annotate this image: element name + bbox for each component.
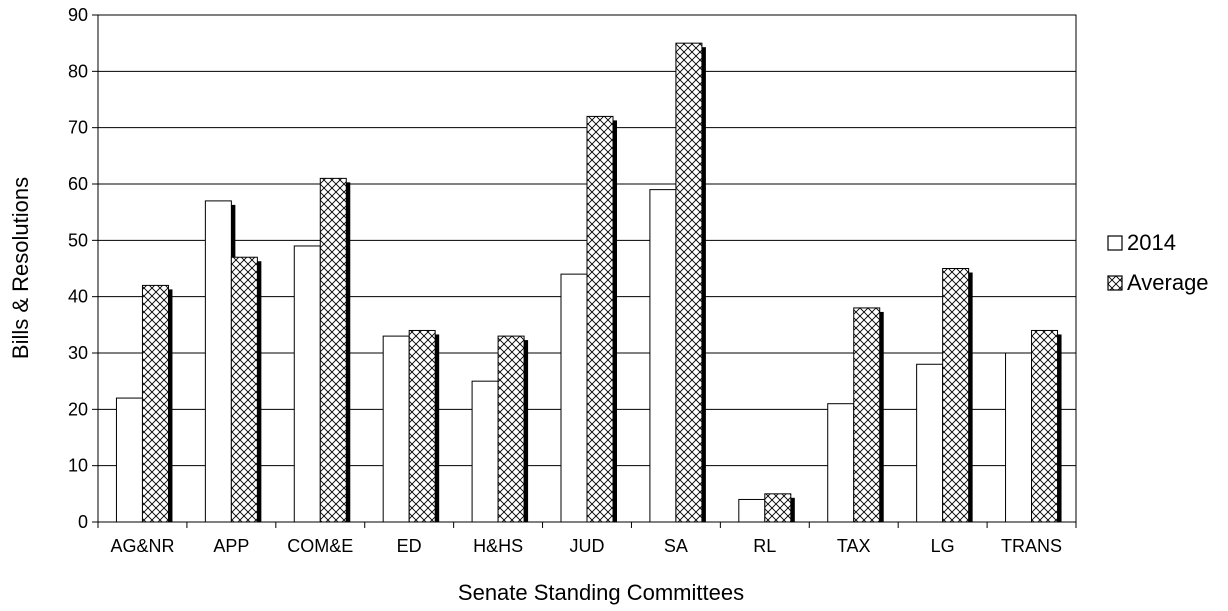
x-tick-label: AG&NR [110,536,174,556]
bar-average-come [319,177,347,523]
bar-average-sa [675,42,703,523]
x-tick-label: H&HS [473,536,523,556]
bar-2014-rl [738,498,766,523]
bar-average-rl [764,493,792,523]
bar-2014-app [204,200,232,523]
x-tick-labels: AG&NR APP COM&E ED H&HS JUD SA RL TAX LG TRANS [110,536,1062,556]
bar-2014-ed [382,335,410,523]
bar-2014-trans [1005,352,1033,523]
bar-average-hhs [497,335,525,523]
bars [115,42,1059,523]
bar-2014-sa [649,189,677,523]
bar-average-ed [408,329,436,523]
x-tick-label: JUD [570,536,605,556]
bar-2014-agnr [115,397,143,523]
y-tick-label: 90 [68,5,88,25]
y-tick-label: 80 [68,61,88,81]
bar-average-lg [942,268,970,523]
axes [92,14,1077,528]
x-tick-label: TAX [837,536,871,556]
x-tick-label: RL [753,536,776,556]
y-tick-label: 40 [68,287,88,307]
bar-average-agnr [141,284,169,523]
legend-swatch-average [1107,275,1123,291]
x-tick-label: LG [931,536,955,556]
x-axis-title: Senate Standing Committees [458,580,744,605]
x-tick-label: APP [213,536,249,556]
y-tick-label: 20 [68,399,88,419]
x-tick-label: COM&E [287,536,353,556]
y-tick-label: 70 [68,118,88,138]
x-tick-label: ED [397,536,422,556]
y-tick-label: 60 [68,174,88,194]
bar-2014-come [293,245,321,523]
x-tick-label: TRANS [1001,536,1062,556]
y-tick-label: 10 [68,456,88,476]
y-tick-labels: 0 10 20 30 40 50 60 70 80 90 [68,5,88,532]
y-tick-label: 0 [78,512,88,532]
bar-2014-tax [827,403,855,523]
y-tick-label: 30 [68,343,88,363]
y-tick-label: 50 [68,230,88,250]
bar-average-trans [1031,329,1059,523]
bar-2014-jud [560,273,588,523]
bar-2014-hhs [471,380,499,523]
legend-label-2014: 2014 [1127,230,1176,255]
bar-average-jud [586,115,614,523]
bar-average-tax [853,307,881,523]
x-tick-label: SA [664,536,688,556]
legend-swatch-2014 [1107,235,1123,251]
bar-average-app [230,256,258,523]
legend-label-average: Average [1127,270,1209,295]
plot-frame [97,14,1077,523]
bar-2014-lg [916,363,944,523]
y-axis-title: Bills & Resolutions [8,177,33,359]
legend: 2014 Average [1107,230,1209,295]
